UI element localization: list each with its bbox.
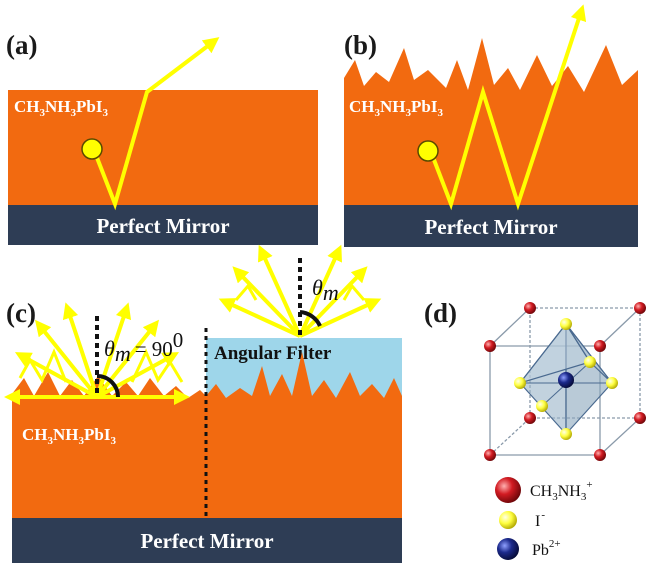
- light-ray-a: [92, 37, 220, 211]
- angle-arc-right: [299, 310, 322, 327]
- octahedron: [518, 322, 613, 436]
- legend-iodide-marker: [499, 511, 517, 529]
- emission-fan-right: [218, 244, 382, 338]
- legend-lead-marker: [497, 538, 519, 560]
- theta-equation: θm = 900: [104, 328, 183, 366]
- panel-b-letter: (b): [344, 30, 377, 60]
- iodide-atoms: [514, 318, 618, 440]
- mirror-label-a: Perfect Mirror: [96, 214, 229, 238]
- panel-d-letter: (d): [424, 298, 457, 328]
- material-label-c: CH3NH3PbI3: [22, 425, 116, 447]
- panel-a-letter: (a): [6, 30, 37, 60]
- ray-zigzag-left: [18, 348, 68, 384]
- panel-a: (a) CH3NH3PbI3 Perfect Mirror: [6, 30, 318, 245]
- panel-d: (d): [424, 298, 646, 560]
- legend-lead-label: Pb2+: [532, 538, 561, 559]
- panel-c: (c) Angular Filter CH3NH3PbI3 Perfect Mi…: [4, 244, 402, 563]
- angular-filter-label: Angular Filter: [214, 343, 332, 364]
- light-ray-b: [429, 4, 587, 211]
- mirror-label-b: Perfect Mirror: [424, 215, 557, 239]
- mirror-layer-a: [8, 205, 318, 245]
- legend-ch3nh3-marker: [495, 477, 521, 503]
- panel-b: (b) CH3NH3PbI3 Perfect Mirror: [344, 4, 638, 247]
- panel-c-letter: (c): [6, 298, 36, 328]
- mirror-label-c: Perfect Mirror: [140, 529, 273, 553]
- ch3nh3-atoms: [484, 302, 646, 461]
- emission-fan-left: [4, 302, 190, 405]
- emitter-dot-a: [81, 138, 103, 160]
- theta-label-right: θm: [312, 275, 339, 305]
- ray-spike-left: [234, 283, 258, 301]
- legend: CH3NH3+ I- Pb2+: [495, 477, 593, 560]
- material-label-b: CH3NH3PbI3: [349, 97, 443, 119]
- angle-arc-left: [96, 374, 120, 398]
- crystal-lattice: [484, 302, 646, 461]
- emitter-dot-b: [417, 140, 439, 162]
- mirror-layer-c: [12, 518, 402, 563]
- ray-spike-right: [342, 283, 366, 301]
- material-label-a: CH3NH3PbI3: [14, 97, 108, 119]
- lead-atom: [558, 372, 574, 388]
- mirror-layer-b: [344, 205, 638, 247]
- legend-iodide-label: I-: [535, 509, 545, 530]
- legend-ch3nh3-label: CH3NH3+: [530, 479, 593, 503]
- perovskite-layer-a: [8, 90, 318, 205]
- ray-zigzag-right: [130, 348, 184, 384]
